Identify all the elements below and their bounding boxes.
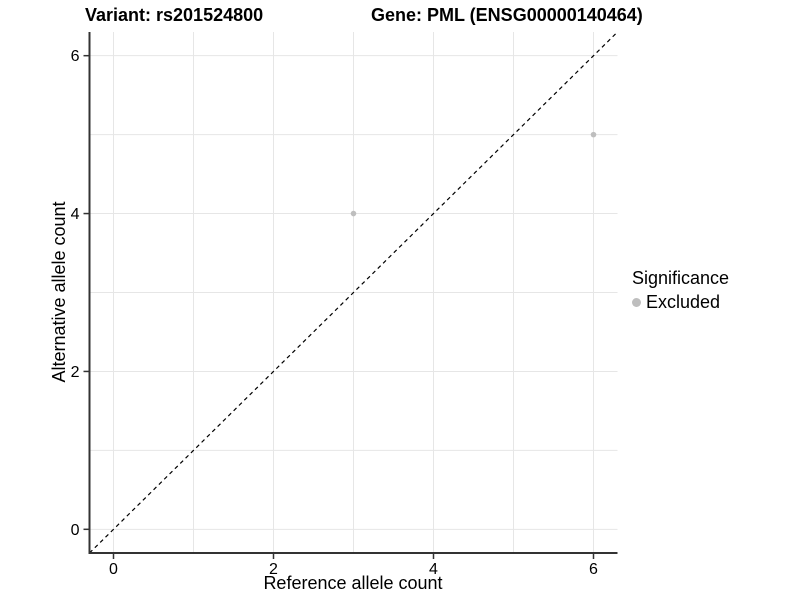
excluded-marker-icon [632, 298, 641, 307]
y-tick-label-6: 6 [71, 48, 80, 65]
variant-title: Variant: rs201524800 [85, 5, 264, 25]
identity-line [89, 31, 618, 554]
data-point-6-5 [590, 131, 597, 138]
y-tick-label-2: 2 [71, 364, 80, 381]
x-tick-label-0: 0 [109, 561, 118, 578]
legend-entry-excluded: Excluded [630, 292, 729, 313]
legend-title: Significance [632, 268, 730, 288]
x-tick-label-4: 4 [429, 561, 438, 578]
y-axis-title: Alternative allele count [49, 201, 69, 382]
gene-title: Gene: PML (ENSG00000140464) [371, 5, 643, 25]
y-tick-label-0: 0 [71, 522, 80, 539]
legend-entry-label: Excluded [646, 292, 721, 312]
y-tick-label-4: 4 [71, 206, 80, 223]
x-tick-label-2: 2 [269, 561, 278, 578]
x-tick-label-6: 6 [589, 561, 598, 578]
data-point-3-4 [350, 210, 357, 217]
legend: Significance Excluded [630, 268, 729, 313]
x-axis-title: Reference allele count [263, 573, 443, 593]
